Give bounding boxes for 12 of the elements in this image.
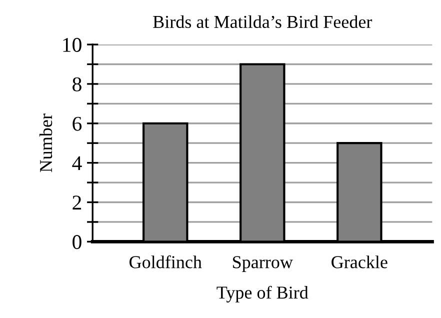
x-tick-label: Goldfinch bbox=[130, 255, 202, 268]
y-tick-label: 0 bbox=[72, 235, 82, 250]
y-tick-label: 2 bbox=[72, 196, 82, 210]
y-axis-title: Number bbox=[39, 114, 52, 172]
y-tick-label: 10 bbox=[63, 38, 82, 52]
chart-title: Birds at Matilda’s Bird Feeder bbox=[153, 15, 372, 28]
x-tick-label: Sparrow bbox=[233, 256, 293, 272]
y-tick-label: 8 bbox=[72, 77, 82, 92]
y-tick-label: 4 bbox=[72, 156, 82, 170]
x-axis-title: Type of Bird bbox=[216, 286, 308, 302]
y-tick-label: 6 bbox=[72, 116, 82, 131]
x-tick-label: Grackle bbox=[332, 256, 388, 268]
